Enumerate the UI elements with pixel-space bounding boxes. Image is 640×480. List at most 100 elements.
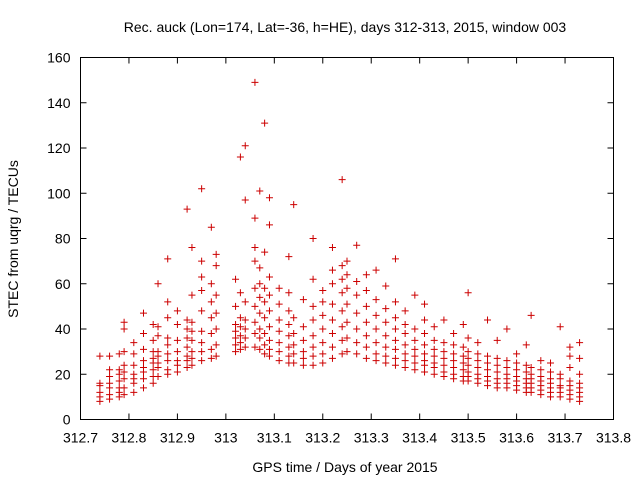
data-point — [120, 318, 128, 326]
data-point — [391, 314, 399, 322]
data-point — [382, 343, 390, 351]
data-point — [198, 273, 206, 281]
data-point — [343, 348, 351, 356]
data-point — [256, 293, 264, 301]
data-point — [430, 336, 438, 344]
data-point — [188, 327, 196, 335]
data-point — [149, 336, 157, 344]
data-point — [319, 325, 327, 333]
data-point — [450, 363, 458, 371]
chart-title: Rec. auck (Lon=174, Lat=-36, h=HE), days… — [124, 19, 567, 35]
data-point — [198, 307, 206, 315]
data-point — [319, 298, 327, 306]
data-point — [256, 264, 264, 272]
data-point — [372, 311, 380, 319]
data-point — [256, 309, 264, 317]
data-point — [338, 307, 346, 315]
data-point — [261, 330, 269, 338]
data-point — [236, 323, 244, 331]
data-point — [275, 348, 283, 356]
data-point — [120, 368, 128, 376]
data-point — [309, 235, 317, 242]
data-point — [275, 300, 283, 308]
data-point — [265, 352, 273, 360]
data-point — [464, 289, 472, 297]
data-point — [236, 314, 244, 322]
data-point — [391, 345, 399, 353]
data-point — [164, 366, 172, 374]
data-point — [96, 352, 104, 360]
data-point — [154, 332, 162, 340]
data-point — [459, 359, 467, 367]
data-point — [299, 354, 307, 362]
data-point — [299, 348, 307, 356]
data-point — [474, 363, 482, 371]
data-point — [328, 244, 336, 252]
data-point — [547, 368, 555, 376]
data-point — [164, 334, 172, 342]
data-point — [372, 296, 380, 304]
data-point — [411, 352, 419, 360]
data-point — [164, 341, 172, 349]
data-point — [459, 352, 467, 360]
data-point — [319, 359, 327, 367]
x-tick-label: 313.6 — [499, 430, 534, 446]
data-point — [173, 336, 181, 344]
data-point — [115, 350, 123, 358]
data-point — [576, 370, 584, 378]
data-point — [328, 300, 336, 308]
data-point — [251, 302, 259, 310]
x-tick-label: 313.1 — [257, 430, 292, 446]
data-point — [513, 359, 521, 367]
data-point — [183, 343, 191, 351]
data-point — [503, 370, 511, 378]
data-point — [440, 339, 448, 347]
data-point — [212, 262, 220, 270]
data-point — [212, 325, 220, 333]
data-point — [493, 354, 501, 362]
data-point — [484, 352, 492, 360]
data-point — [149, 379, 157, 387]
data-point — [537, 357, 545, 365]
data-point — [338, 336, 346, 344]
data-point — [275, 316, 283, 324]
y-tick-label: 160 — [47, 50, 71, 66]
data-point — [261, 248, 269, 256]
data-point — [106, 352, 114, 360]
data-point — [411, 336, 419, 344]
data-point — [232, 341, 240, 349]
x-tick-label: 313.2 — [305, 430, 340, 446]
data-point — [411, 366, 419, 374]
data-point — [513, 366, 521, 374]
data-point — [251, 318, 259, 326]
data-point — [265, 345, 273, 353]
data-point — [265, 273, 273, 281]
data-point — [328, 343, 336, 351]
data-point — [251, 284, 259, 292]
data-point — [120, 391, 128, 399]
data-point — [382, 318, 390, 326]
data-point — [139, 363, 147, 371]
data-point — [198, 339, 206, 347]
data-point — [362, 302, 370, 310]
data-point — [188, 348, 196, 356]
data-point — [149, 354, 157, 362]
data-point — [120, 348, 128, 356]
data-point — [401, 307, 409, 315]
data-point — [309, 332, 317, 340]
data-point — [290, 341, 298, 349]
data-point — [232, 320, 240, 328]
data-point — [251, 343, 259, 351]
x-tick-label: 312.8 — [111, 430, 146, 446]
data-point — [401, 363, 409, 371]
data-point — [401, 330, 409, 338]
data-point — [120, 384, 128, 392]
x-tick-label: 312.7 — [63, 430, 98, 446]
data-point — [173, 368, 181, 376]
data-point — [120, 325, 128, 333]
data-point — [232, 302, 240, 310]
data-point — [173, 320, 181, 328]
data-point — [236, 332, 244, 340]
data-point — [183, 352, 191, 360]
data-point — [130, 339, 138, 347]
